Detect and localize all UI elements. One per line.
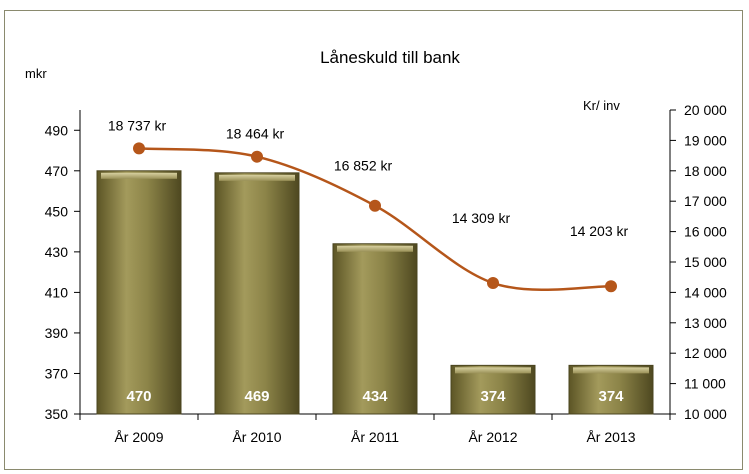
bar — [96, 170, 182, 415]
y2-tick-label: 16 000 — [684, 224, 727, 240]
y2-tick-label: 20 000 — [684, 102, 727, 118]
bar-value-label: 374 — [480, 388, 506, 405]
x-tick-label: År 2011 — [351, 429, 399, 445]
y2-tick-label: 19 000 — [684, 132, 727, 148]
bar — [568, 364, 654, 415]
y-tick-label: 390 — [45, 325, 69, 341]
line-point — [369, 199, 381, 212]
y2-tick-label: 13 000 — [684, 315, 727, 331]
bar-value-label: 374 — [598, 388, 624, 405]
bar-group: 374 — [450, 364, 536, 415]
y2-tick-label: 17 000 — [684, 193, 727, 209]
line-point — [133, 142, 145, 155]
right-axis-unit: Kr/ inv — [583, 98, 620, 113]
bar — [332, 243, 418, 415]
line-point — [605, 280, 617, 293]
x-tick-label: År 2013 — [586, 429, 635, 445]
left-axis-unit: mkr — [25, 66, 47, 81]
x-tick-label: År 2010 — [232, 429, 281, 445]
y2-tick-label: 14 000 — [684, 284, 727, 300]
line-point — [487, 277, 499, 290]
bar-bevel — [455, 367, 531, 374]
line-value-label: 14 309 kr — [452, 210, 511, 226]
line-value-label: 18 737 kr — [108, 117, 167, 133]
y2-tick-label: 18 000 — [684, 163, 727, 179]
bar-bevel — [573, 367, 649, 374]
chart-title: Låneskuld till bank — [320, 48, 460, 67]
y-tick-label: 490 — [45, 122, 69, 138]
line-value-label: 16 852 kr — [334, 158, 393, 174]
x-tick-label: År 2009 — [114, 429, 163, 445]
bar — [214, 172, 300, 415]
bar-bevel — [337, 245, 413, 252]
y-tick-label: 350 — [45, 406, 69, 422]
y2-tick-label: 15 000 — [684, 254, 727, 270]
bar-value-label: 434 — [362, 388, 388, 405]
line-value-label: 14 203 kr — [570, 223, 629, 239]
y-tick-label: 410 — [45, 284, 69, 300]
y-tick-label: 430 — [45, 244, 69, 260]
bar-group: 434 — [332, 243, 418, 415]
bar-group: 470 — [96, 170, 182, 415]
bar-group: 374 — [568, 364, 654, 415]
y2-tick-label: 11 000 — [684, 376, 726, 392]
bar-bevel — [219, 174, 295, 181]
y2-tick-label: 10 000 — [684, 406, 727, 422]
line-value-label: 18 464 kr — [226, 126, 285, 142]
x-tick-label: År 2012 — [468, 429, 517, 445]
y-tick-label: 470 — [45, 163, 69, 179]
bar — [450, 364, 536, 415]
y2-tick-label: 12 000 — [684, 345, 727, 361]
y-tick-label: 450 — [45, 203, 69, 219]
bar-value-label: 469 — [244, 388, 269, 405]
bar-value-label: 470 — [126, 388, 151, 405]
bar-bevel — [101, 172, 177, 179]
y-tick-label: 370 — [45, 365, 69, 381]
line-point — [251, 150, 263, 163]
bar-group: 469 — [214, 172, 300, 415]
